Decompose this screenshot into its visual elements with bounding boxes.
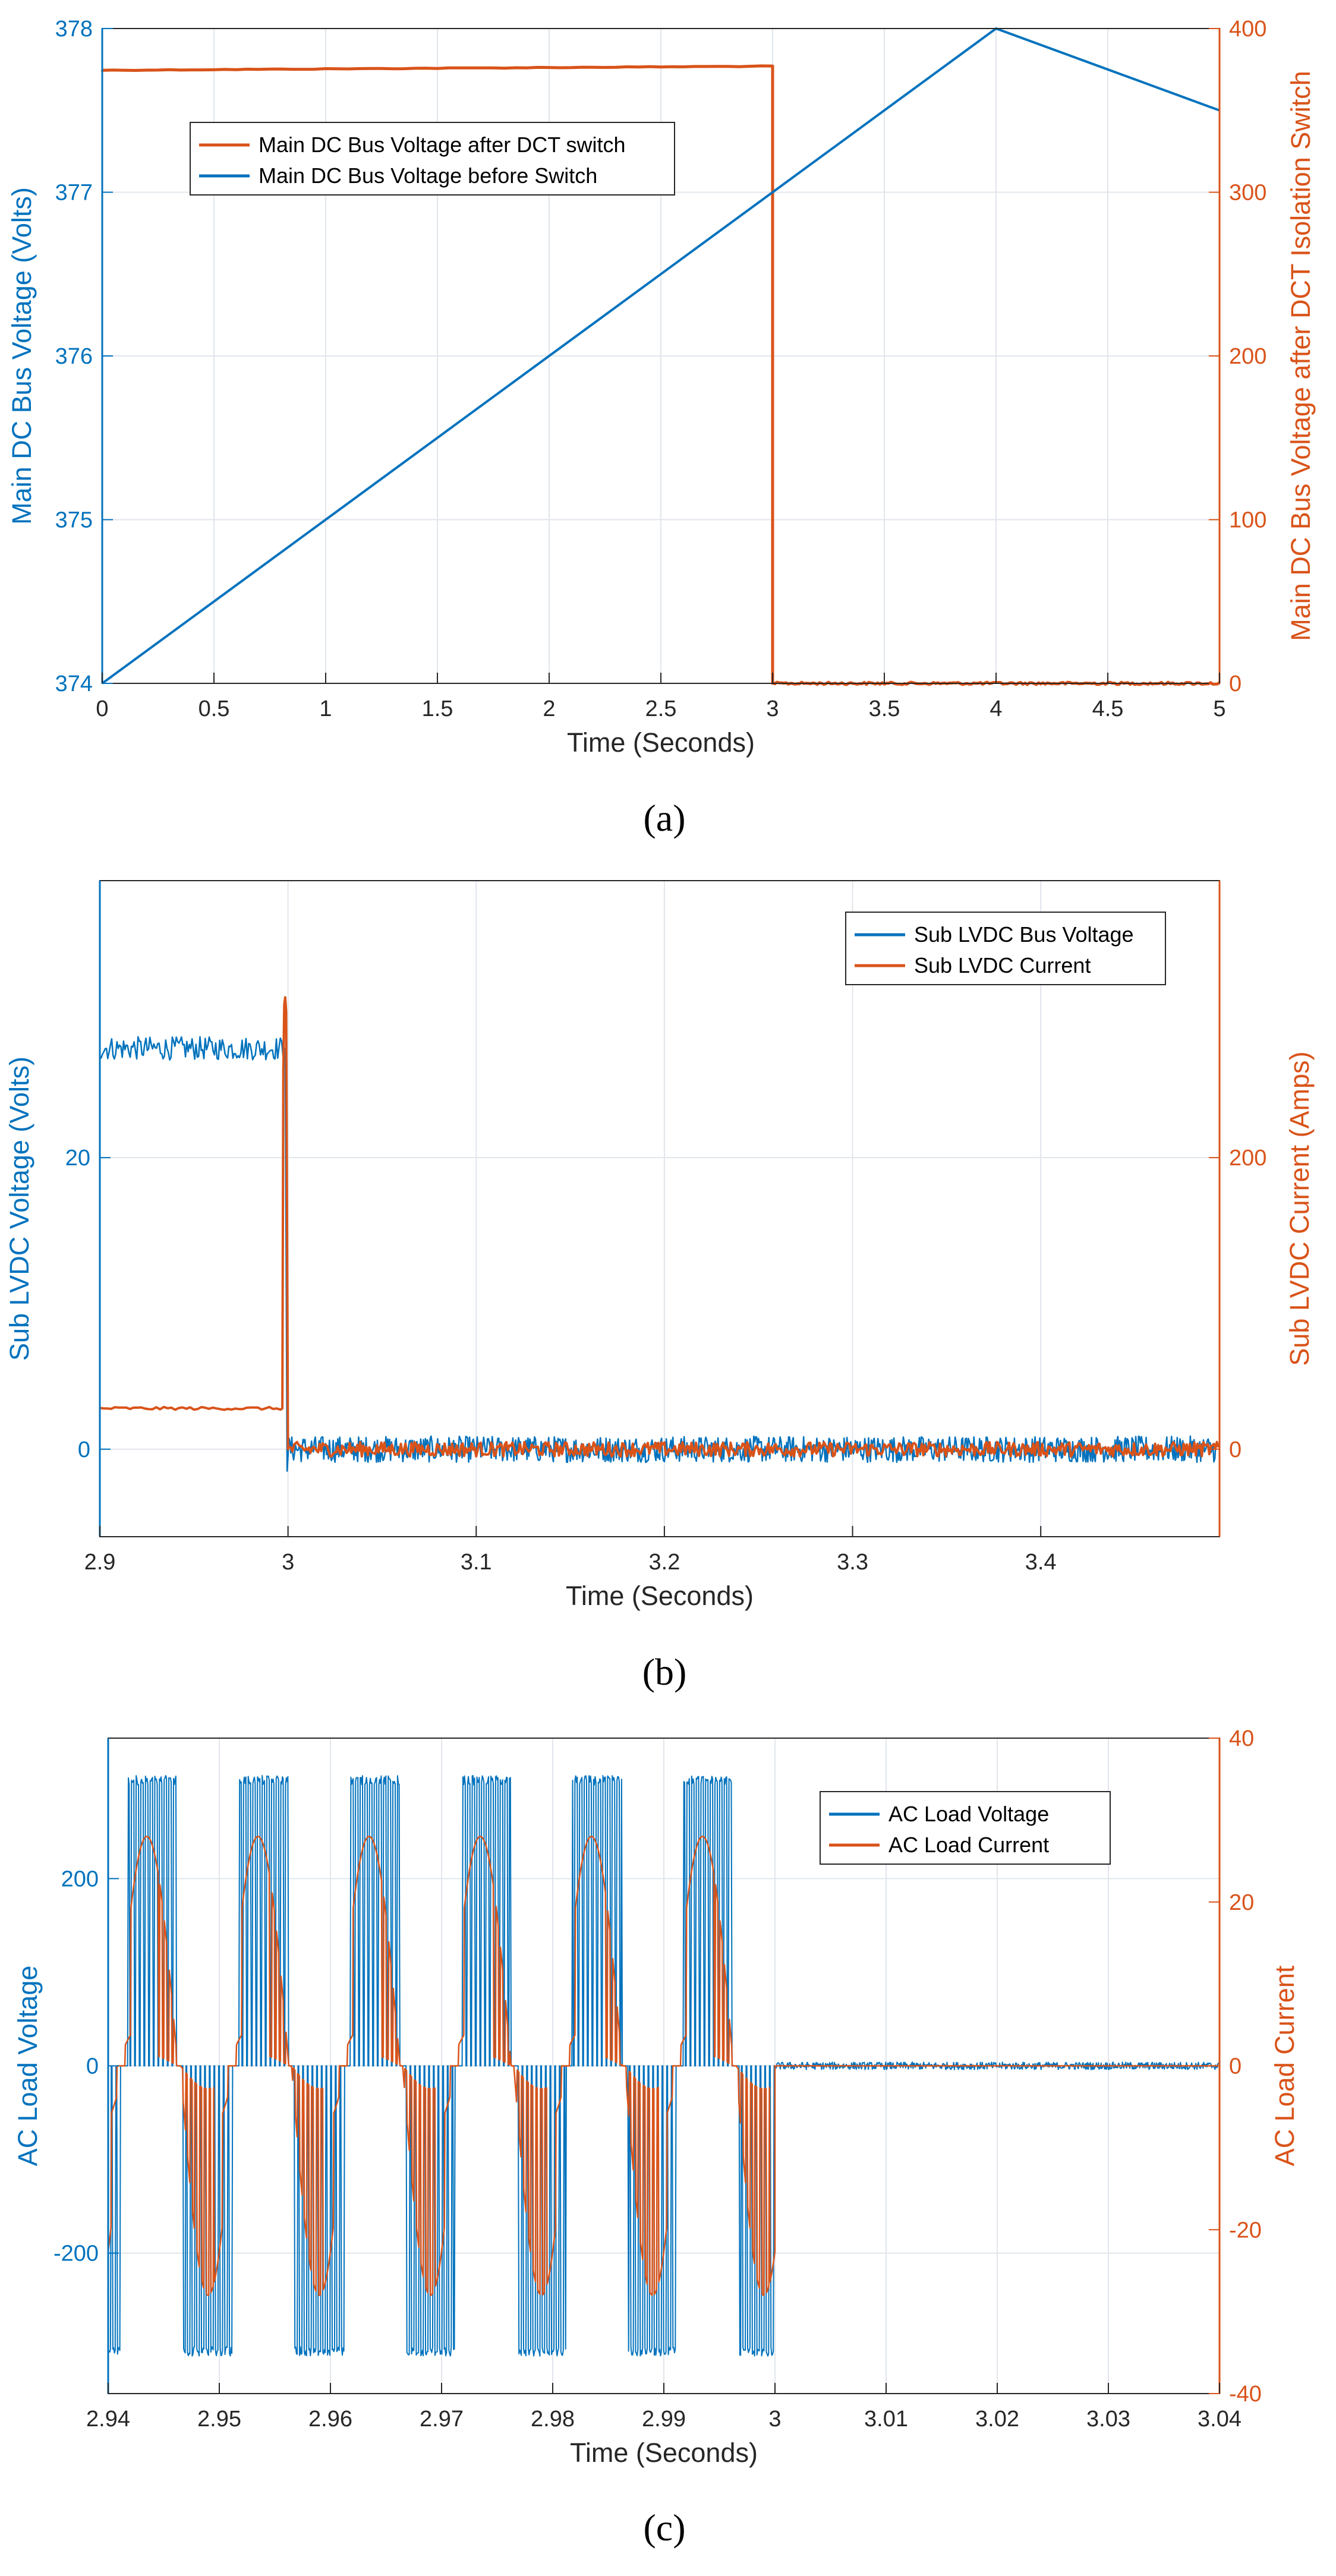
panel-c-xtick-label-2: 2.96 — [308, 2407, 352, 2432]
panel-a-xtick-label-5: 2.5 — [645, 696, 677, 721]
panel-a-ticks: 0 0.5 1 1.5 2 2.5 3 3.5 4 4.5 5 374 375 376 377 378 0 100… — [55, 17, 1267, 721]
panel-a-ylabel-right: Main DC Bus Voltage after DCT Isolation … — [1285, 71, 1316, 641]
panel-c-xtick-label-3: 2.97 — [420, 2407, 464, 2432]
panel-c-legend-label-2: AC Load Current — [888, 1833, 1049, 1857]
panel-c-ticks: 2.94 2.95 2.96 2.97 2.98 2.99 3 3.01 3.02 3.03 3.0… — [53, 1726, 1262, 2432]
panel-c-ytick-right-label-2: 0 — [1229, 2054, 1242, 2079]
panel-c-xlabel: Time (Seconds) — [570, 2438, 758, 2468]
panel-a-xlabel: Time (Seconds) — [567, 727, 755, 758]
panel-a-caption: (a) — [643, 797, 685, 839]
panel-c-ytick-right-label-1: -20 — [1229, 2218, 1262, 2243]
panel-c-series-voltage — [108, 1775, 1220, 2357]
panel-c-xtick-label-6: 3 — [768, 2407, 781, 2432]
panel-b-series-current — [99, 996, 1220, 1458]
panel-a-ytick-left-label-3: 377 — [55, 181, 93, 206]
panel-c-ylabel-left: AC Load Voltage — [12, 1966, 43, 2167]
panel-a-ytick-right-label-4: 400 — [1229, 17, 1266, 42]
panel-a-xtick-label-6: 3 — [766, 696, 779, 721]
panel-a-xtick-label-4: 2 — [543, 696, 555, 721]
panel-a-xtick-label-8: 4 — [990, 696, 1002, 721]
panel-c-xtick-label-4: 2.98 — [531, 2407, 575, 2432]
panel-c: 2.94 2.95 2.96 2.97 2.98 2.99 3 3.01 3.02 3.03 3.0… — [12, 1726, 1300, 2549]
panel-a-ylabel-left: Main DC Bus Voltage (Volts) — [7, 187, 37, 525]
panel-b-xtick-label-1: 3 — [282, 1550, 294, 1575]
panel-c-legend-frame — [820, 1791, 1111, 1865]
panel-c-xtick-label-10: 3.04 — [1198, 2407, 1242, 2432]
panel-c-xtick-label-8: 3.02 — [975, 2407, 1019, 2432]
panel-b-series — [99, 996, 1220, 1472]
panel-b-xtick-label-2: 3.1 — [461, 1550, 492, 1575]
panel-a-xtick-label-0: 0 — [96, 696, 108, 721]
panel-a-ytick-left-label-1: 375 — [55, 508, 93, 533]
panel-b-ytick-left-label-0: 0 — [78, 1437, 90, 1462]
panel-b-ytick-left-label-1: 20 — [65, 1146, 90, 1171]
panel-a-xtick-label-1: 0.5 — [198, 696, 230, 721]
panel-a-xtick-label-2: 1 — [319, 696, 332, 721]
panel-c-series — [107, 1775, 1220, 2357]
panel-b-ylabel-right: Sub LVDC Current (Amps) — [1284, 1051, 1315, 1366]
panel-a: 0 0.5 1 1.5 2 2.5 3 3.5 4 4.5 5 374 375 376 377 378 0 100… — [7, 17, 1316, 839]
panel-a-ytick-left-label-2: 376 — [55, 344, 93, 369]
panel-b-legend-label-1: Sub LVDC Bus Voltage — [914, 922, 1134, 947]
panel-c-xtick-label-1: 2.95 — [197, 2407, 241, 2432]
panel-b-legend-frame — [845, 912, 1166, 985]
panel-b-ytick-right-label-0: 0 — [1229, 1437, 1242, 1462]
panel-c-legend: AC Load Voltage AC Load Current — [820, 1791, 1111, 1865]
panel-a-xtick-label-3: 1.5 — [422, 696, 453, 721]
panel-a-legend: Main DC Bus Voltage after DCT switch Mai… — [190, 122, 675, 196]
panel-b-series-voltage — [99, 1036, 1220, 1472]
panel-c-series-current — [107, 1836, 1220, 2296]
panel-c-ytick-left-label-0: -200 — [53, 2241, 99, 2266]
panel-c-xtick-label-0: 2.94 — [86, 2407, 130, 2432]
panel-b-xlabel: Time (Seconds) — [566, 1581, 754, 1611]
panel-c-caption: (c) — [643, 2506, 685, 2549]
panel-b-xtick-label-0: 2.9 — [84, 1550, 116, 1575]
panel-b-ylabel-left: Sub LVDC Voltage (Volts) — [4, 1057, 34, 1361]
panel-c-ytick-left-label-1: 0 — [86, 2054, 99, 2079]
panel-c-ytick-left-label-2: 200 — [61, 1866, 99, 1891]
panel-a-legend-label-2: Main DC Bus Voltage before Switch — [259, 163, 597, 188]
panel-b-caption: (b) — [642, 1651, 687, 1693]
panel-c-ytick-right-label-0: -40 — [1229, 2382, 1262, 2407]
panel-c-xtick-label-9: 3.03 — [1086, 2407, 1130, 2432]
panel-a-legend-label-1: Main DC Bus Voltage after DCT switch — [259, 133, 626, 157]
panel-b-xtick-label-3: 3.2 — [649, 1550, 680, 1575]
panel-a-ytick-left-label-4: 378 — [55, 17, 93, 42]
panel-a-xtick-label-7: 3.5 — [869, 696, 900, 721]
panel-a-ytick-right-label-2: 200 — [1229, 344, 1266, 369]
panel-b-legend: Sub LVDC Bus Voltage Sub LVDC Current — [845, 912, 1166, 985]
panel-a-xtick-label-10: 5 — [1213, 696, 1225, 721]
panel-c-ytick-right-label-4: 40 — [1229, 1726, 1254, 1751]
panel-b-xtick-label-5: 3.4 — [1025, 1550, 1057, 1575]
panel-a-ytick-right-label-3: 300 — [1229, 181, 1266, 206]
panel-c-ytick-right-label-3: 20 — [1229, 1890, 1254, 1915]
panel-c-xtick-label-5: 2.99 — [642, 2407, 686, 2432]
panel-c-ylabel-right: AC Load Current — [1269, 1965, 1300, 2166]
panel-a-xtick-label-9: 4.5 — [1092, 696, 1124, 721]
panel-a-legend-frame — [190, 122, 675, 196]
panel-a-ytick-right-label-1: 100 — [1229, 508, 1266, 533]
panel-c-xtick-label-7: 3.01 — [864, 2407, 908, 2432]
panel-a-ytick-left-label-0: 374 — [55, 671, 93, 696]
panel-c-legend-label-1: AC Load Voltage — [888, 1802, 1049, 1826]
panel-b-xtick-label-4: 3.3 — [837, 1550, 868, 1575]
panel-a-ytick-right-label-0: 0 — [1229, 671, 1242, 696]
panel-b-legend-label-2: Sub LVDC Current — [914, 953, 1091, 978]
panel-b-ytick-right-label-1: 200 — [1229, 1146, 1266, 1171]
